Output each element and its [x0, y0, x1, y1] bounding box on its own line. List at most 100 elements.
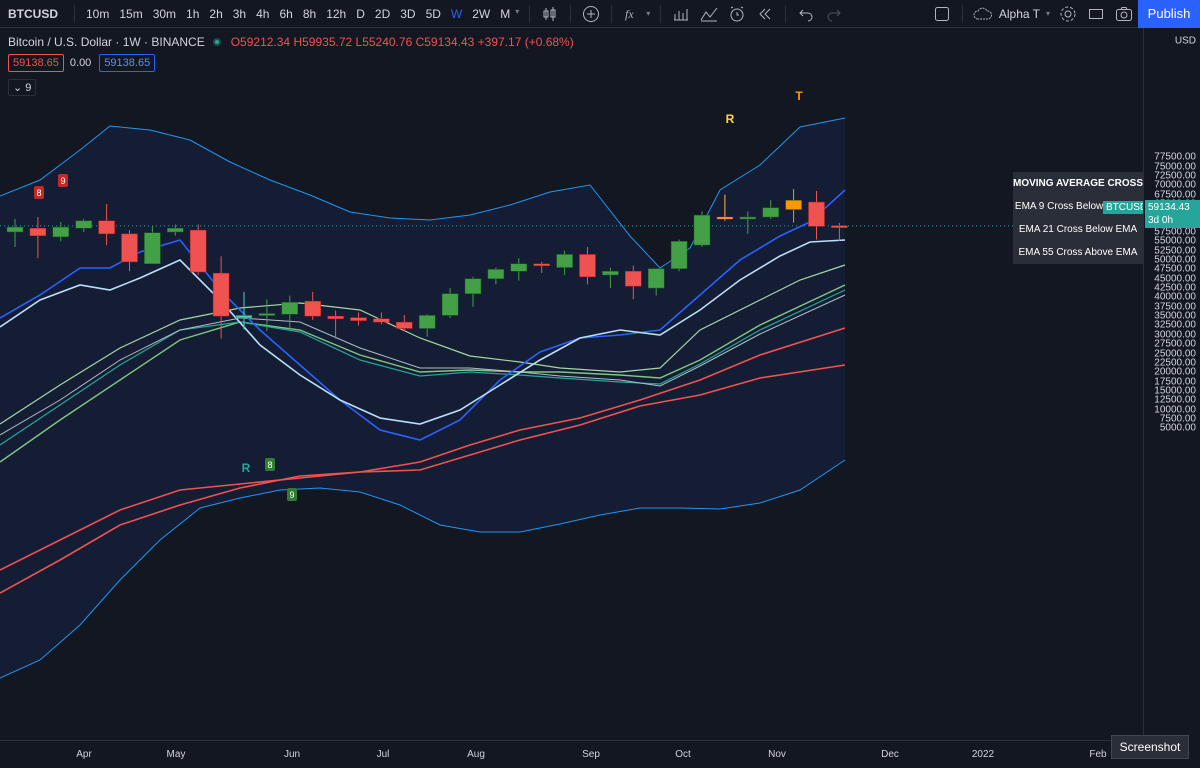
candle-body — [716, 216, 734, 220]
toolbar-divider — [660, 4, 662, 23]
interval-5d[interactable]: 5D — [425, 6, 441, 21]
interval-4h[interactable]: 4h — [256, 6, 270, 21]
candle-body — [441, 293, 459, 316]
symbol-search[interactable]: BTCUSD — [8, 6, 58, 21]
last-price-tag: 59134.43 3d 0h — [1145, 200, 1200, 228]
toolbar-right: Alpha T ▾ Publish — [928, 0, 1200, 28]
interval-10m[interactable]: 10m — [86, 6, 110, 21]
interval-2h[interactable]: 2h — [209, 6, 223, 21]
interval-3h[interactable]: 3h — [232, 6, 247, 21]
price-label: 52500.00 — [1154, 245, 1196, 257]
chart-legend: Bitcoin / U.S. Dollar · 1W · BINANCE O59… — [8, 35, 574, 49]
camera-icon[interactable] — [1112, 2, 1136, 26]
candle-body — [625, 271, 642, 287]
indicators-icon[interactable]: fx — [620, 2, 644, 26]
candle-body — [510, 263, 528, 272]
candle-body — [579, 254, 596, 278]
marker-9-bottom-box — [287, 488, 297, 501]
replay-icon[interactable] — [753, 2, 777, 26]
price-label: 27500.00 — [1154, 338, 1196, 350]
time-label: May — [166, 749, 186, 760]
candle-body — [487, 269, 505, 279]
marker-t-top: T — [795, 89, 803, 103]
candles-icon[interactable] — [538, 2, 562, 26]
candle-body — [556, 254, 573, 268]
interval-8h[interactable]: 8h — [302, 6, 317, 21]
add-compare-icon[interactable] — [579, 2, 603, 26]
interval-3d[interactable]: 3D — [400, 6, 416, 21]
screenshot-tooltip: Screenshot — [1111, 735, 1189, 759]
marker-r-bottom: R — [242, 461, 251, 475]
time-label: Nov — [768, 749, 786, 760]
interval-d[interactable]: D — [356, 6, 365, 21]
price-label: 75000.00 — [1154, 161, 1196, 173]
market-status-icon — [212, 38, 221, 46]
templates-icon[interactable] — [697, 2, 721, 26]
candle-body — [327, 315, 344, 320]
redo-icon[interactable] — [822, 2, 846, 26]
undo-icon[interactable] — [794, 2, 818, 26]
signal-row: EMA 55 Cross Above EMA — [1018, 247, 1138, 258]
price-label: 42500.00 — [1154, 282, 1196, 294]
cloud-icon[interactable] — [971, 2, 995, 26]
indicator-count: 9 — [25, 82, 32, 94]
gear-icon[interactable] — [1056, 2, 1080, 26]
candles — [6, 188, 848, 339]
candle-body — [808, 201, 825, 227]
chevron-down-icon[interactable]: ▾ — [515, 6, 520, 16]
price-label: 30000.00 — [1154, 329, 1196, 341]
candle-body — [464, 278, 482, 294]
time-axis[interactable]: Apr May Jun Jul Aug Sep Oct Nov Dec 2022 Feb — [0, 740, 1143, 768]
price-label: 7500.00 — [1159, 413, 1196, 425]
layout-icon[interactable] — [930, 2, 954, 26]
interval-15m[interactable]: 15m — [119, 6, 143, 21]
candle-body — [785, 199, 802, 210]
interval-w[interactable]: W — [450, 6, 463, 21]
price-label: 77500.00 — [1154, 151, 1196, 163]
time-label: 2022 — [971, 749, 995, 760]
interval-1h[interactable]: 1h — [186, 6, 200, 21]
bar-countdown: 3d 0h — [1148, 215, 1174, 226]
price-chart[interactable]: R T R 8 9 8 9 — [0, 28, 1143, 740]
price-label: 12500.00 — [1154, 394, 1196, 406]
indicator-values: 59138.65 0.00 59138.65 — [8, 54, 161, 72]
candle-body — [396, 321, 413, 329]
candle-body — [533, 263, 550, 267]
interval-2w[interactable]: 2W — [472, 6, 491, 21]
legend-change: +397.17 (+0.68%) — [477, 35, 574, 49]
marker-9-top-box — [58, 174, 68, 187]
price-label: 47500.00 — [1154, 263, 1196, 275]
chevron-down-icon[interactable]: ▾ — [1045, 9, 1050, 18]
price-label: 22500.00 — [1154, 357, 1196, 369]
interval-6h[interactable]: 6h — [279, 6, 293, 21]
price-axis[interactable]: 77500.00 USD 75000.00 72500.00 70000.00 67500… — [1143, 28, 1200, 740]
price-label: 40000.00 — [1154, 291, 1196, 303]
price-label: 45000.00 — [1154, 273, 1196, 285]
price-label: 70000.00 — [1154, 179, 1196, 191]
publish-button[interactable]: Publish — [1138, 0, 1200, 28]
price-label: 35000.00 — [1154, 310, 1196, 322]
interval-2d[interactable]: 2D — [374, 6, 391, 21]
toolbar-divider — [961, 4, 963, 23]
symbol-tag: BTCUSD — [1103, 201, 1151, 214]
price-label: 20000.00 — [1154, 366, 1196, 378]
candle-body — [29, 227, 47, 236]
interval-m[interactable]: M — [500, 6, 511, 21]
interval-30m[interactable]: 30m — [152, 6, 177, 21]
fullscreen-icon[interactable] — [1084, 2, 1108, 26]
time-label: Apr — [76, 749, 92, 760]
layout-name[interactable]: Alpha T — [998, 6, 1040, 21]
candle-body — [602, 271, 619, 276]
interval-12h[interactable]: 12h — [326, 6, 347, 21]
legend-high: H59935.72 — [293, 35, 353, 49]
candle-body — [350, 317, 367, 321]
candle-body — [373, 318, 390, 323]
chevron-down-icon[interactable]: ▾ — [646, 9, 651, 18]
indicators-collapse-button[interactable]: ⌄ 9 — [8, 79, 37, 96]
time-label: Aug — [467, 749, 485, 760]
financials-icon[interactable] — [669, 2, 693, 26]
time-label: Feb — [1089, 749, 1107, 760]
alert-icon[interactable] — [725, 2, 749, 26]
bollinger-lower — [0, 459, 846, 679]
toolbar-divider — [785, 4, 787, 23]
